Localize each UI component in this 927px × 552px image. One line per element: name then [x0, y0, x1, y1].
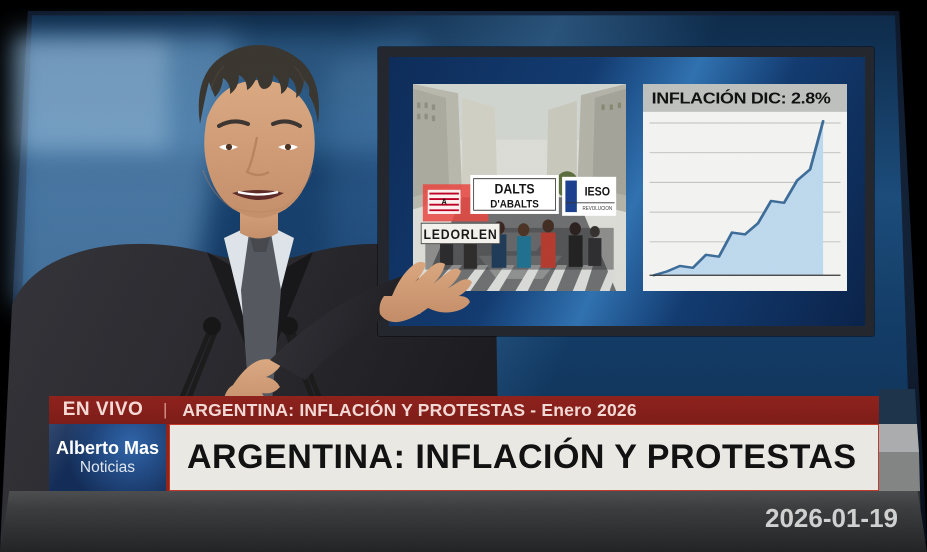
svg-text:REVOLUCION: REVOLUCION: [582, 206, 612, 212]
svg-text:IESO: IESO: [585, 186, 611, 199]
svg-text:DALTS: DALTS: [495, 181, 535, 197]
svg-text:INFLACIÓN DIC: 2.8%: INFLACIÓN DIC: 2.8%: [652, 90, 831, 107]
